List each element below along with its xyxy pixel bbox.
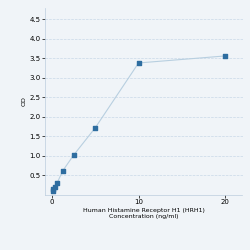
Point bbox=[61, 169, 65, 173]
Point bbox=[93, 126, 97, 130]
Point bbox=[136, 61, 140, 65]
Point bbox=[50, 189, 54, 193]
Point bbox=[53, 186, 57, 190]
Point bbox=[223, 54, 227, 58]
Point bbox=[72, 153, 76, 157]
X-axis label: Human Histamine Receptor H1 (HRH1)
Concentration (ng/ml): Human Histamine Receptor H1 (HRH1) Conce… bbox=[83, 208, 205, 219]
Point bbox=[55, 180, 59, 184]
Y-axis label: OD: OD bbox=[22, 96, 27, 106]
Point bbox=[51, 187, 55, 191]
